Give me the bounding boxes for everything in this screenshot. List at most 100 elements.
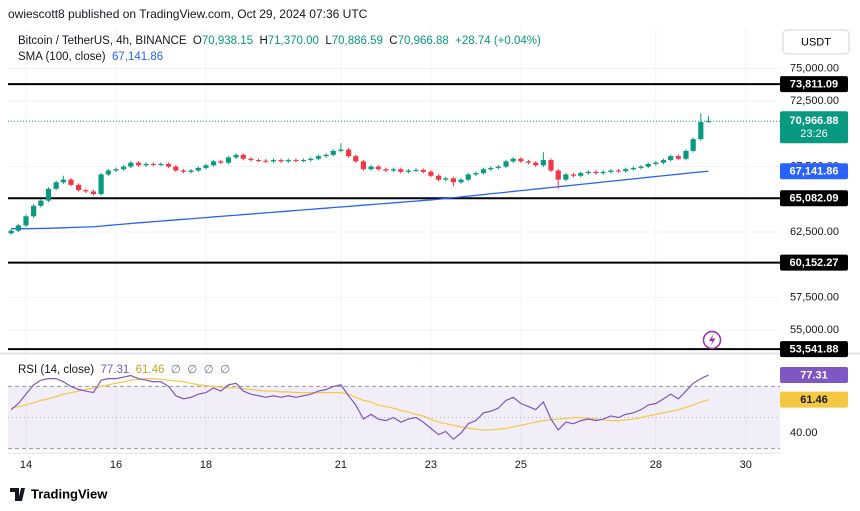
candle-body [293, 160, 299, 162]
candle-body [315, 156, 322, 159]
brand-logo [10, 488, 25, 501]
candle-body [675, 156, 681, 159]
sma-name[interactable]: SMA (100, close) [18, 51, 106, 63]
plot: 75,000.0072,500.0067,500.0062,500.0057,5… [0, 28, 860, 471]
level-label: 60,152.27 [790, 257, 839, 269]
candle-body [608, 170, 614, 172]
brand: TradingView [31, 486, 108, 501]
ohlc-label: C [389, 35, 398, 47]
y-tick-label: 57,500.00 [790, 291, 839, 303]
candle-body [435, 175, 442, 180]
sma-badge-box [780, 163, 848, 180]
candle-body [188, 170, 194, 172]
candle-body [270, 160, 277, 162]
candle-body [405, 170, 411, 172]
candle-body [623, 169, 629, 172]
candle-body [128, 162, 134, 167]
ohlc-label: L [325, 35, 332, 47]
candle-body [45, 188, 52, 201]
candle-body [173, 166, 179, 171]
countdown: 23:26 [800, 128, 828, 140]
level-label-box [780, 190, 848, 207]
candle-body [233, 154, 239, 158]
legend: Bitcoin / TetherUS, 4h, BINANCE O70,938.… [18, 35, 541, 47]
candle-body [76, 184, 82, 191]
y-tick-label: 40.00 [790, 427, 818, 439]
rsi-value: 77.31 [100, 364, 130, 376]
x-tick-label: 28 [650, 459, 662, 471]
candle-body [323, 154, 329, 157]
candle-body [83, 190, 89, 192]
candle-body [338, 149, 344, 151]
candle-body [615, 170, 622, 172]
change: +28.74 (+0.04%) [455, 35, 541, 47]
y-tick-label: 55,000.00 [790, 324, 839, 336]
candle-body [180, 170, 187, 172]
candle-body [548, 160, 554, 171]
x-tick-label: 25 [515, 459, 527, 471]
candle-body [630, 167, 636, 170]
candle-body [60, 179, 66, 183]
level-label: 73,811.09 [790, 78, 838, 90]
candle-body [668, 156, 674, 161]
rsi-name[interactable]: RSI (14, close) [18, 364, 95, 376]
level-label-box [780, 76, 848, 93]
rsi-badge: 61.46 [800, 394, 828, 406]
candle-body [570, 174, 577, 176]
candle-body [218, 161, 224, 163]
candle-body [585, 171, 591, 174]
candle-body [450, 178, 456, 183]
candle-body [578, 173, 584, 176]
y-tick-label: 62,500.00 [790, 226, 839, 238]
level-label: 65,082.09 [790, 193, 839, 205]
candle-body [225, 157, 232, 163]
rsi-empty: ∅ [220, 364, 231, 376]
level-label-box [780, 254, 848, 271]
level-label: 53,541.88 [790, 344, 839, 356]
candle-body [166, 163, 172, 167]
candle-body [150, 163, 156, 165]
currency: USDT [801, 36, 831, 48]
candle-body [443, 178, 449, 180]
x-tick-label: 23 [425, 459, 437, 471]
x-tick-label: 16 [110, 459, 122, 471]
candle-body [398, 169, 404, 172]
candle-body [390, 169, 397, 171]
candle-body [330, 150, 336, 155]
candle-body [90, 191, 97, 195]
ohlc-value: 70,938.15 [201, 35, 254, 47]
candle-body [645, 163, 651, 167]
candle-body [158, 163, 164, 165]
candle-body [683, 150, 689, 159]
candle-body [255, 160, 262, 162]
symbol[interactable]: Bitcoin / TetherUS, 4h, BINANCE [18, 35, 187, 47]
rsi-empty: ∅ [170, 364, 181, 376]
candle-body [113, 169, 119, 171]
sma-value: 67,141.86 [111, 51, 164, 63]
rsi-badge-box [780, 391, 848, 408]
ohlc-value: 70,886.59 [331, 35, 383, 47]
candle-body [121, 166, 127, 170]
candle-body [593, 171, 599, 174]
candle-body [368, 166, 374, 170]
candle-body [143, 163, 149, 166]
candle-body [428, 171, 434, 176]
sma-legend: SMA (100, close) 67,141.86 [18, 51, 163, 63]
candle-body [420, 169, 426, 172]
candle-body [488, 167, 494, 170]
candle-body [465, 174, 471, 180]
candle-body [278, 160, 284, 162]
candle-body [638, 166, 644, 168]
ohlc-label: H [259, 35, 268, 47]
rsi-badge-box [780, 367, 848, 384]
y-tick-label: 75,000.00 [790, 62, 839, 74]
candle-body [248, 158, 254, 161]
candle-body [263, 160, 269, 162]
candle-body [195, 167, 201, 171]
ohlc-value: 70,966.88 [397, 35, 449, 47]
candle-body [600, 171, 606, 174]
currency-box[interactable] [782, 29, 850, 55]
